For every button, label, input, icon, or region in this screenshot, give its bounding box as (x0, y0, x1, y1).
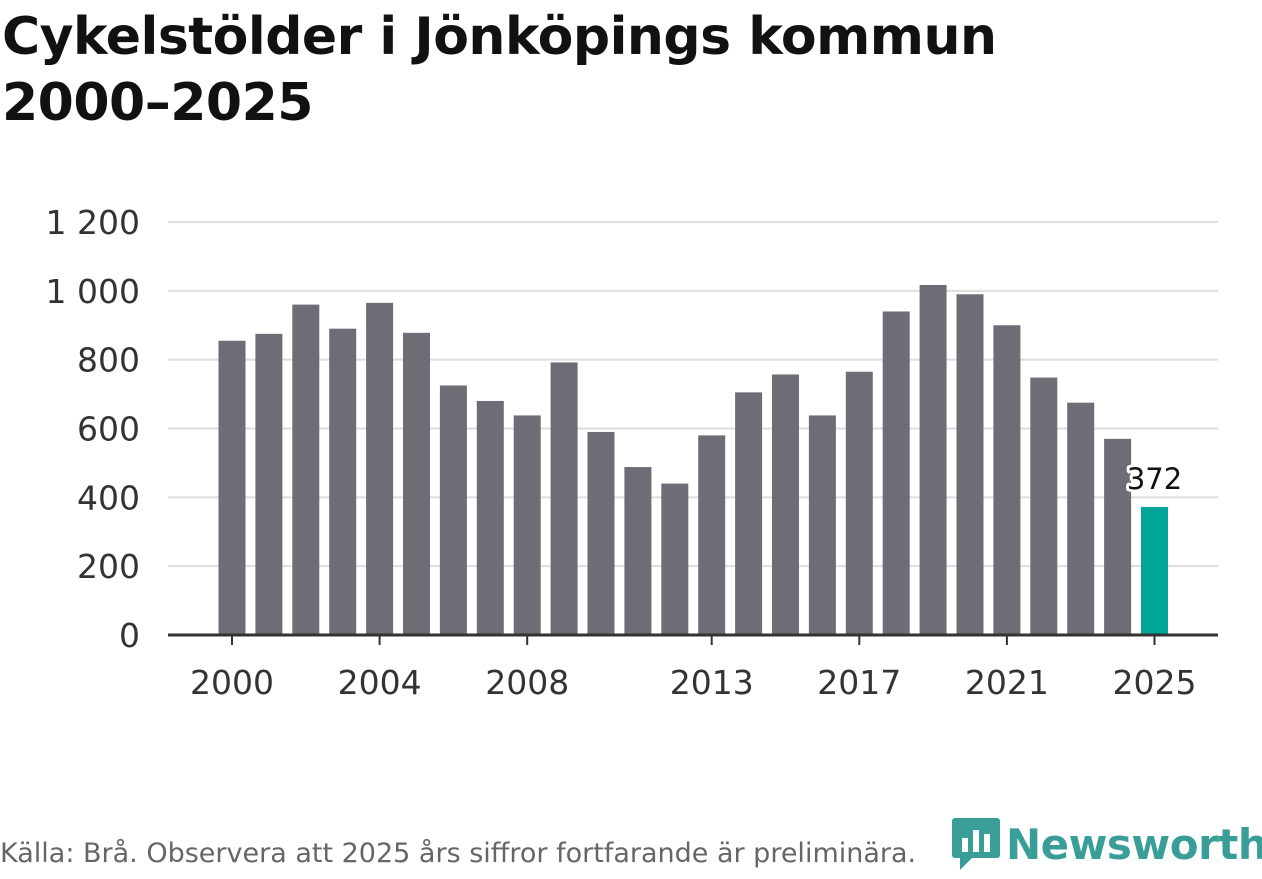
y-tick-label-600: 600 (77, 410, 140, 449)
y-tick-label-1000: 1 000 (46, 272, 140, 311)
newsworthy-logo: Newsworthy (952, 818, 1262, 870)
bar-2019 (919, 284, 947, 635)
bar-2007 (476, 400, 504, 635)
x-tick-label-2004: 2004 (338, 663, 422, 702)
bar-2022 (1030, 377, 1058, 635)
x-tick-label-2008: 2008 (485, 663, 569, 702)
bar-2008 (513, 415, 541, 635)
bar-2011 (624, 467, 652, 635)
bar-2009 (550, 362, 578, 635)
x-axis-ticks (231, 635, 1156, 645)
y-tick-label-200: 200 (77, 547, 140, 586)
bar-2017 (845, 371, 873, 635)
y-tick-label-400: 400 (77, 478, 140, 517)
bar-2014 (735, 392, 763, 635)
bar-2025 (1141, 506, 1168, 635)
bar-2001 (255, 333, 283, 635)
newsworthy-logo-icon (952, 818, 1000, 870)
bar-2016 (808, 415, 836, 635)
y-tick-label-0: 0 (119, 616, 140, 655)
y-tick-label-1200: 1 200 (46, 203, 140, 242)
logo-text: Newsworthy (1006, 819, 1262, 869)
bar-2021 (993, 325, 1021, 635)
bars (218, 284, 1168, 635)
bar-2024 (1104, 438, 1132, 635)
bar-2002 (292, 304, 320, 635)
bar-2018 (882, 311, 910, 635)
x-tick-label-2017: 2017 (817, 663, 901, 702)
x-tick-label-2021: 2021 (965, 663, 1049, 702)
bar-2000 (218, 340, 246, 635)
bar-2006 (439, 385, 467, 635)
gridlines (168, 221, 1218, 568)
bar-2023 (1067, 402, 1095, 635)
bar-2015 (772, 374, 799, 635)
bar-2020 (956, 294, 984, 635)
value-label-2025: 372 (1127, 462, 1182, 496)
value-annotation: 372 (1124, 459, 1185, 499)
y-tick-label-800: 800 (77, 341, 140, 380)
bar-2012 (661, 483, 689, 635)
bar-2013 (698, 435, 726, 635)
bar-2004 (366, 302, 394, 635)
bar-2005 (403, 332, 430, 635)
bar-2010 (587, 431, 615, 635)
source-note: Källa: Brå. Observera att 2025 års siffr… (0, 838, 917, 869)
bar-2003 (329, 328, 357, 635)
x-tick-label-2000: 2000 (190, 663, 274, 702)
chart-title: Cykelstölder i Jönköpings kommun 2000–20… (2, 7, 997, 133)
x-tick-label-2025: 2025 (1113, 663, 1197, 702)
x-axis-tick-labels: 2000 2004 2008 2013 2017 2021 2025 (190, 663, 1196, 702)
y-axis-tick-labels: 0 200 400 600 800 1 000 1 200 (46, 203, 140, 655)
x-tick-label-2013: 2013 (670, 663, 754, 702)
